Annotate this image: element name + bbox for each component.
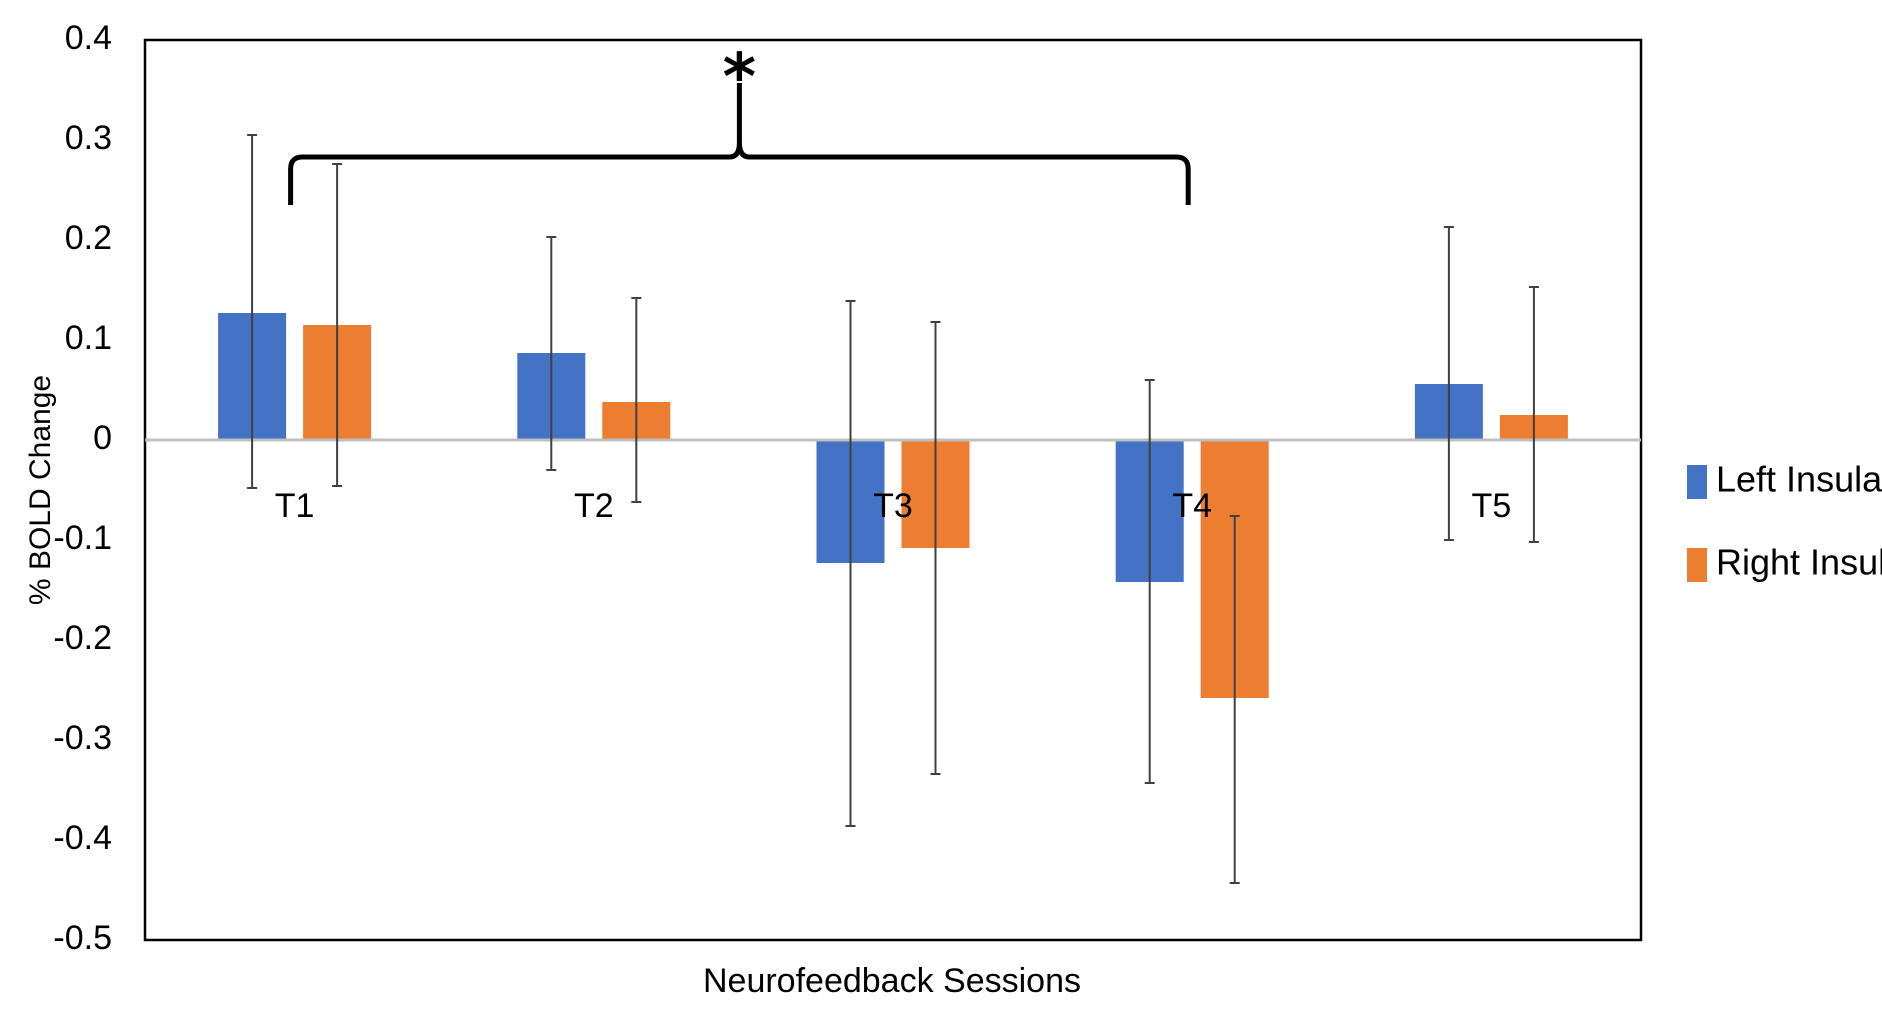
significance-annotation: * — [288, 41, 1191, 205]
y-tick-label: 0.1 — [65, 319, 112, 357]
y-tick-label: 0 — [93, 419, 112, 457]
category-label: T4 — [1172, 487, 1212, 525]
error-bar — [332, 163, 343, 487]
category-label: T3 — [873, 487, 913, 525]
category-labels: T1 T2 T3 T4 T5 — [275, 487, 1511, 525]
error-bar — [631, 297, 642, 503]
error-bar — [1229, 515, 1240, 884]
error-bar — [1528, 286, 1539, 543]
legend-label: Left Insula — [1716, 459, 1882, 500]
y-tick-label: -0.4 — [53, 819, 112, 857]
significance-star: * — [723, 41, 756, 115]
error-bar — [247, 134, 258, 489]
error-bar — [930, 321, 941, 775]
legend: Left Insula Right Insula — [1687, 459, 1882, 583]
x-axis-title: Neurofeedback Sessions — [703, 962, 1081, 1000]
y-tick-label: -0.2 — [53, 619, 112, 657]
y-tick-label: 0.4 — [65, 19, 112, 57]
category-label: T1 — [275, 487, 315, 525]
error-bar — [546, 236, 557, 471]
legend-swatch-right-insula — [1687, 548, 1707, 582]
significance-bracket — [288, 83, 1191, 205]
y-tick-label: 0.2 — [65, 219, 112, 257]
y-tick-label: 0.3 — [65, 119, 112, 157]
y-tick-label: -0.3 — [53, 719, 112, 757]
category-label: T5 — [1472, 487, 1512, 525]
y-tick-label: -0.1 — [53, 519, 112, 557]
error-bar — [845, 300, 856, 827]
legend-label: Right Insula — [1716, 542, 1882, 583]
category-label: T2 — [574, 487, 614, 525]
y-axis-tick-labels: 0.4 0.3 0.2 0.1 0 -0.1 -0.2 -0.3 -0.4 -0.5 — [53, 19, 112, 957]
y-tick-label: -0.5 — [53, 919, 112, 957]
y-axis-title: % BOLD Change — [24, 375, 57, 605]
legend-swatch-left-insula — [1687, 465, 1707, 499]
error-bar — [1144, 379, 1155, 784]
error-bar — [1443, 226, 1454, 541]
error-bars-layer — [247, 134, 1539, 884]
plot-area-frame — [143, 38, 1643, 942]
